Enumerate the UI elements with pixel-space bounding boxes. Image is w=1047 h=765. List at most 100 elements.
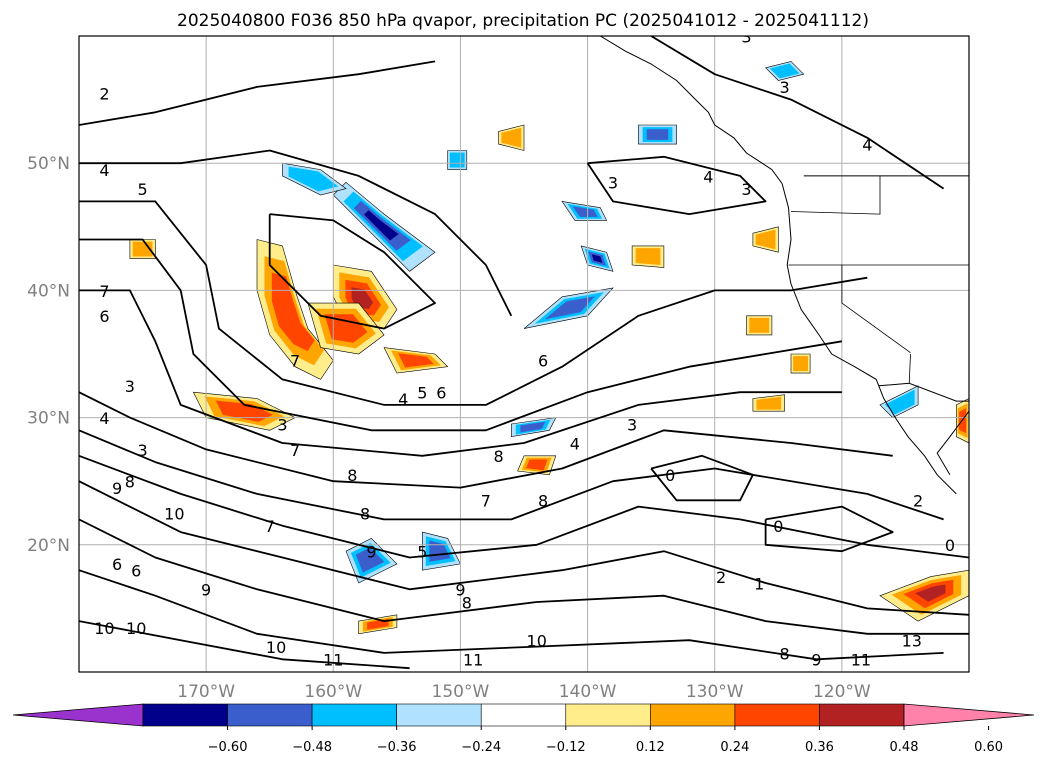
latitude-labels: 50°N 40°N 30°N 20°N [27, 154, 70, 556]
colorbar-bin [734, 703, 820, 727]
lon-label: 170°W [177, 682, 235, 702]
qvapor-contour-line [79, 518, 969, 635]
colorbar-tick-label: 0.60 [974, 740, 1003, 755]
colorbar-bin [227, 703, 313, 727]
contour-label: 0 [773, 517, 783, 536]
coastlines [600, 36, 969, 495]
contour-label: 9 [201, 581, 211, 600]
qvapor-contour-line [79, 391, 893, 489]
positive-precip-patch [215, 400, 273, 422]
contour-label: 10 [266, 638, 286, 657]
qvapor-contour-line [79, 454, 969, 559]
negative-precip-patch [449, 152, 465, 168]
colorbar-extend-min [12, 703, 144, 727]
contour-label: 3 [780, 78, 790, 97]
lon-label: 130°W [686, 682, 744, 702]
negative-precip-patch [429, 540, 451, 562]
negative-precip-patch [646, 129, 669, 140]
positive-precip-patch [756, 396, 782, 410]
positive-precip-patch [526, 459, 548, 471]
qvapor-contours [79, 36, 969, 670]
figure-title: 2025040800 F036 850 hPa qvapor, precipit… [177, 11, 869, 31]
precipitation-shading [129, 61, 969, 635]
negative-precip-patch [288, 166, 339, 192]
gridlines [79, 36, 969, 672]
lon-label: 140°W [559, 682, 617, 702]
contour-label: 1 [754, 574, 764, 593]
contour-label: 8 [347, 466, 357, 485]
positive-precip-patch [398, 353, 434, 368]
colorbar-tick-label: 0.36 [805, 740, 834, 755]
qvapor-contour-line [79, 620, 410, 670]
qvapor-contour-line [79, 60, 436, 126]
negative-precip-patch [545, 296, 595, 320]
contour-label: 4 [99, 409, 109, 428]
contour-label: 7 [265, 517, 275, 536]
colorbar-bin [650, 703, 736, 727]
map-frame [78, 35, 970, 673]
colorbar-tick-label: −0.48 [292, 740, 332, 755]
state-border [908, 353, 911, 384]
contour-label: 9 [455, 581, 465, 600]
colorbar-bin [311, 703, 397, 727]
positive-precip-patch [635, 248, 661, 265]
colorbar-tick-label: −0.36 [377, 740, 417, 755]
qvapor-contour-line [586, 155, 767, 215]
negative-precip-patch [769, 63, 800, 79]
positive-precip-patch [915, 584, 946, 602]
contour-label: 4 [703, 167, 713, 186]
negative-precip-patch [520, 421, 546, 433]
contour-label: 7 [290, 352, 300, 371]
qvapor-contour-line [79, 238, 843, 432]
qvapor-contour-line [79, 569, 944, 661]
contour-label: 8 [125, 473, 135, 492]
contour-label: 10 [527, 632, 547, 651]
contour-label: 3 [627, 415, 637, 434]
contour-label: 5 [417, 543, 427, 562]
coastline [600, 36, 957, 495]
lat-label: 30°N [27, 409, 70, 429]
contour-label: 4 [862, 135, 872, 154]
qvapor-contour-line [764, 505, 894, 553]
positive-precip-patch [501, 127, 522, 148]
contour-label: 7 [99, 282, 109, 301]
longitude-labels: 170°W 160°W 150°W 140°W 130°W 120°W [177, 682, 871, 702]
colorbar-tick-label: −0.60 [208, 740, 248, 755]
contour-label: 3 [277, 415, 287, 434]
contour-label: 10 [94, 619, 114, 638]
colorbar-bin [819, 703, 905, 727]
lon-label: 150°W [432, 682, 490, 702]
contour-label: 6 [131, 562, 141, 581]
contour-label: 4 [398, 390, 408, 409]
negative-precip-patch [591, 254, 603, 263]
contour-label: 8 [360, 504, 370, 523]
qvapor-contour-line [268, 213, 436, 330]
colorbar-bin [565, 703, 651, 727]
qvapor-contour-line [79, 149, 513, 317]
colorbar-tick-label: 0.12 [636, 740, 665, 755]
positive-precip-patch [324, 314, 368, 343]
contour-label: 8 [780, 644, 790, 663]
contour-label: 6 [112, 555, 122, 574]
lat-label: 50°N [27, 154, 70, 174]
gulf-of-california-coast [936, 410, 969, 476]
positive-precip-patch [793, 356, 808, 371]
colorbar-extend-max [903, 703, 1035, 727]
colorbar-bin [480, 703, 567, 727]
lat-label: 20°N [27, 536, 70, 556]
contour-label: 8 [538, 492, 548, 511]
state-border [841, 265, 911, 354]
colorbar-tick-label: 0.24 [720, 740, 749, 755]
contour-label: 11 [323, 651, 343, 670]
contour-label: 3 [125, 377, 135, 396]
qvapor-contour-line [79, 429, 944, 521]
colorbar-bin [396, 703, 482, 727]
contour-label: 6 [436, 384, 446, 403]
contour-label: 4 [570, 434, 580, 453]
qvapor-contour-line [79, 200, 868, 406]
positive-precip-patch [755, 229, 776, 250]
contour-label: 4 [99, 161, 109, 180]
positive-precip-patch [749, 317, 770, 333]
